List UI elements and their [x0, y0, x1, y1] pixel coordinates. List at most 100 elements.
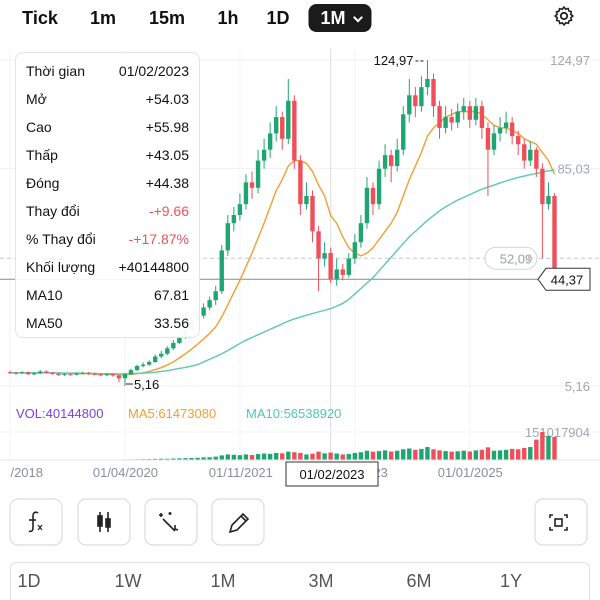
candle-body: [395, 149, 400, 167]
tooltip-label: MA10: [26, 287, 63, 303]
candle-body: [19, 372, 25, 374]
tooltip-value: -+9.66: [148, 203, 189, 219]
volume-bar: [267, 453, 273, 460]
candle-body: [528, 149, 533, 161]
volume-bar: [516, 449, 521, 460]
volume-bar: [552, 436, 557, 460]
candle-body: [491, 133, 497, 150]
candle-body: [473, 106, 479, 120]
volume-bar: [364, 450, 370, 460]
volume-bar: [165, 458, 170, 460]
x-tick-label: 01/04/2020: [93, 465, 158, 480]
candle-body: [497, 127, 503, 134]
tooltip-row: MA10 67.81: [26, 285, 189, 305]
candle-body: [382, 155, 388, 169]
candle-body: [261, 149, 267, 161]
volume-bar: [388, 451, 394, 460]
range-tab[interactable]: 1Y: [499, 571, 523, 591]
toolbar-icons: [28, 511, 568, 534]
volume-bar: [419, 448, 424, 460]
candle-body: [207, 300, 212, 308]
candle-body: [298, 160, 303, 205]
y-tick-label: 124,97: [550, 53, 590, 68]
range-tab[interactable]: 3M: [308, 571, 334, 591]
tooltip-label: MA50: [26, 315, 63, 331]
tooltip-row: Đóng +44.38: [26, 173, 189, 193]
tooltip-row: % Thay đổi -+17.87%: [26, 229, 189, 249]
settings-icon[interactable]: [552, 4, 576, 28]
volume-bar: [219, 455, 224, 460]
crosshair-price-label: 52,09: [500, 251, 533, 266]
volume-bar: [485, 447, 491, 460]
magic-button[interactable]: [144, 498, 198, 546]
range-tab[interactable]: 6M: [406, 571, 432, 591]
candle-body: [485, 127, 491, 150]
volume-bar: [177, 458, 182, 460]
candle-body: [140, 364, 146, 367]
candle-body: [346, 258, 351, 275]
volume-bar: [546, 435, 551, 460]
candle-body: [104, 374, 109, 376]
candle-body: [467, 106, 472, 120]
volume-bar: [292, 452, 297, 460]
crosshair-date-label: 01/02/2023: [299, 467, 364, 482]
volume-bar: [334, 453, 339, 460]
candle-body: [62, 374, 67, 376]
max-marker-label: 124,97: [374, 53, 414, 68]
candle-body: [231, 215, 237, 224]
candle-body: [370, 187, 376, 205]
volume-legend: MA5:61473080: [128, 406, 216, 421]
volume-bar: [261, 453, 267, 460]
candle-body: [358, 223, 364, 243]
function-button[interactable]: [9, 498, 63, 546]
timeframe-tab[interactable]: 1M: [308, 4, 372, 32]
volume-bar: [540, 432, 545, 460]
candle-body: [419, 87, 424, 107]
timeframe-tab[interactable]: 1h: [217, 8, 239, 28]
candle-body: [401, 114, 406, 150]
volume-bar: [413, 449, 418, 460]
volume-bar: [255, 454, 261, 460]
candle-body: [255, 160, 261, 188]
range-tab[interactable]: 1W: [114, 571, 142, 591]
range-tab[interactable]: 1M: [210, 571, 236, 591]
candle-body: [534, 149, 539, 169]
volume-bar: [503, 449, 509, 460]
range-tab[interactable]: 1D: [17, 571, 41, 591]
candle-body: [86, 372, 91, 374]
timeframe-tab[interactable]: 15m: [148, 8, 186, 28]
timeframe-tab[interactable]: 1D: [266, 8, 290, 28]
volume-bar: [461, 450, 466, 460]
candle-body: [249, 182, 255, 188]
volume-legend: MA10:56538920: [246, 406, 341, 421]
tooltip-row: Cao +55.98: [26, 117, 189, 137]
draw-button[interactable]: [211, 498, 265, 546]
timeframe-tab[interactable]: Tick: [22, 8, 58, 28]
volume-bar: [407, 448, 412, 460]
tooltip-value: -+17.87%: [128, 231, 189, 247]
volume-bar: [231, 454, 237, 460]
volume-bar: [528, 447, 533, 460]
tooltip-label: % Thay đổi: [26, 231, 96, 247]
volume-bar: [171, 458, 176, 460]
tooltip-row: Thấp +43.05: [26, 145, 189, 165]
volume-bar: [437, 450, 442, 460]
volume-bar: [207, 457, 212, 460]
candle-body: [134, 366, 140, 371]
fullscreen-button[interactable]: [534, 498, 588, 546]
candle-body: [431, 78, 436, 107]
y-tick-label: 85,03: [557, 162, 590, 177]
candle-body: [74, 373, 79, 375]
candle-body: [516, 136, 521, 145]
tooltip-value: 01/02/2023: [118, 63, 189, 79]
timeframe-tab[interactable]: 1m: [89, 8, 117, 28]
volume-bar: [195, 457, 200, 460]
candle-body: [237, 204, 243, 216]
candle-body: [364, 187, 370, 224]
volume-bar: [274, 452, 279, 460]
candle-body: [122, 374, 128, 379]
tooltip-value: +40144800: [118, 259, 189, 275]
last-price-label: 44,37: [551, 272, 584, 287]
candle-button[interactable]: [77, 498, 131, 546]
volume-bar: [370, 451, 376, 460]
